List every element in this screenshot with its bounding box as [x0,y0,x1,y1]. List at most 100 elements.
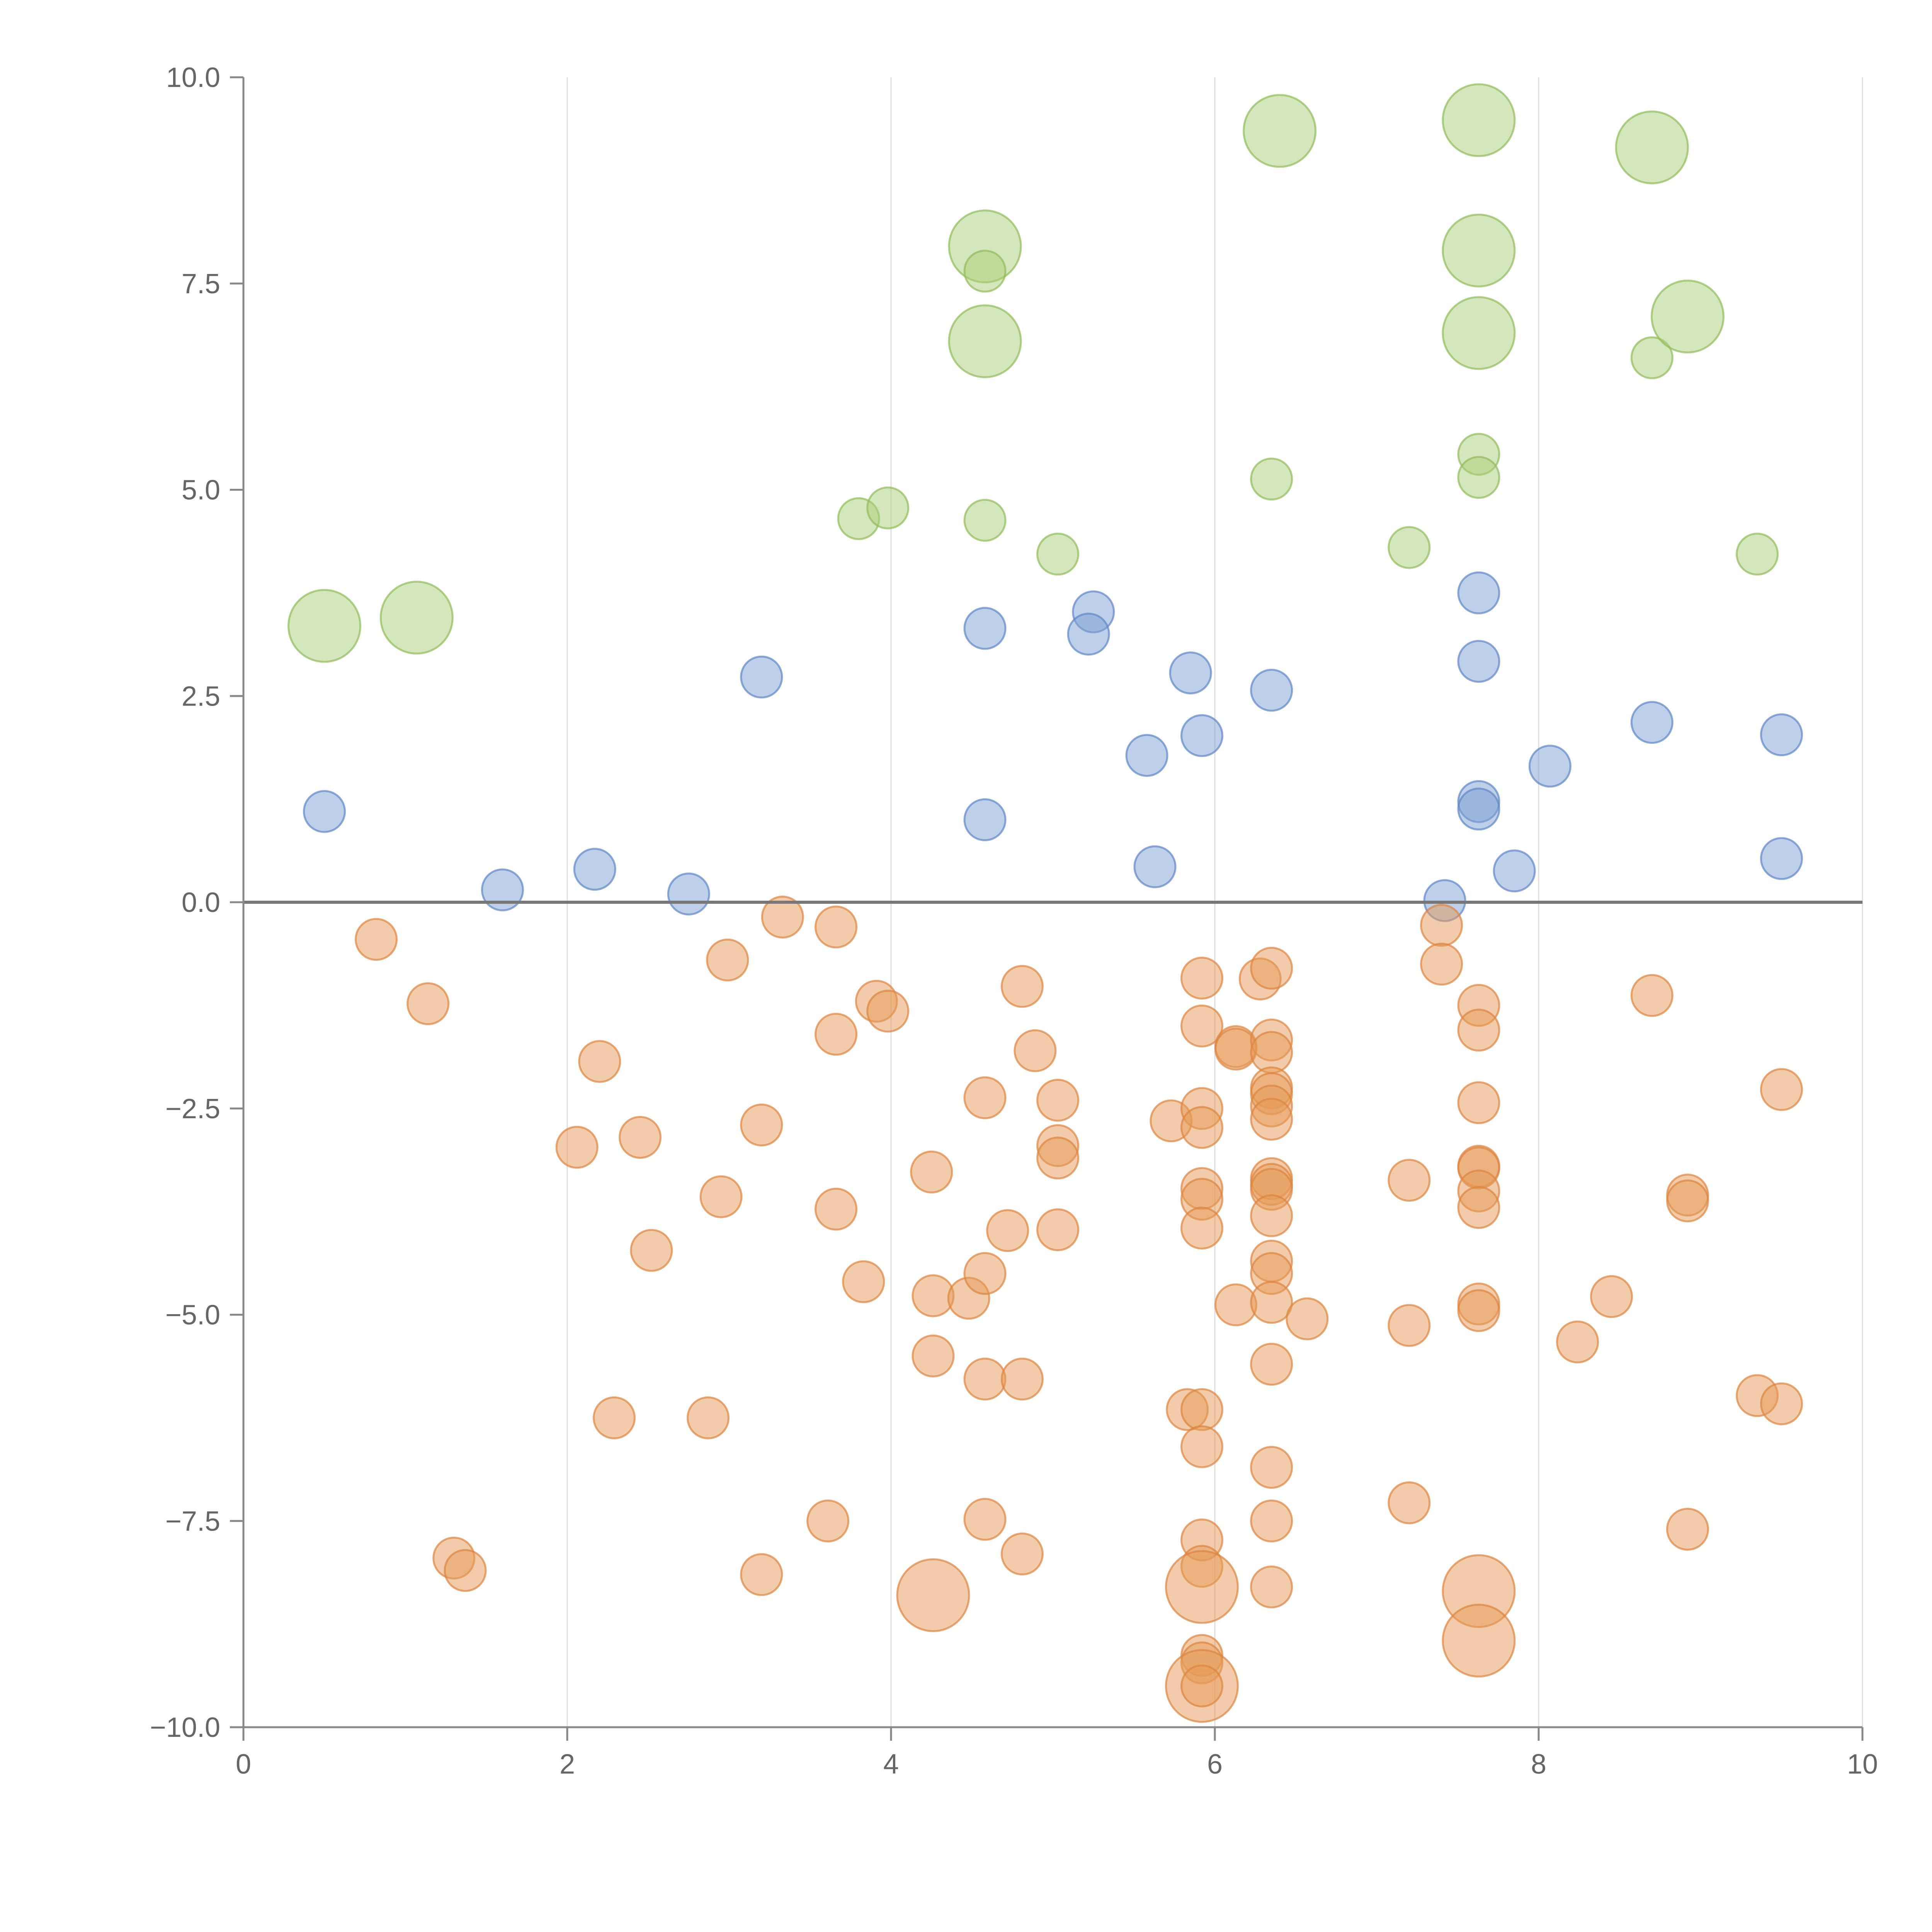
green-data-point [379,580,454,655]
orange-data-point [1180,1206,1223,1250]
blue-data-point [1180,714,1223,757]
y-tick-label: 0.0 [182,887,220,918]
green-data-point [1243,94,1317,168]
orange-data-point [1250,1499,1293,1543]
orange-data-point [1666,1508,1709,1551]
blue-data-point [667,872,710,916]
blue-data-point [303,790,346,833]
orange-data-point [687,1396,730,1439]
blue-data-point [1493,849,1536,893]
blue-data-point [1169,651,1212,694]
orange-data-point [1250,1098,1293,1141]
green-data-point [1650,279,1725,354]
blue-data-point [1457,640,1500,683]
green-data-point [1250,457,1293,501]
orange-data-point [1420,942,1463,986]
orange-data-point [1180,1106,1223,1149]
orange-data-point [1000,1532,1044,1576]
x-tick-label: 0 [236,1749,251,1780]
orange-data-point [1556,1320,1599,1364]
blue-data-point [1528,745,1571,788]
blue-data-point [1457,787,1500,831]
orange-data-point [896,1558,970,1632]
points-layer [287,83,1803,1723]
orange-data-point [1630,974,1673,1017]
orange-data-point [1666,1179,1709,1223]
blue-data-point [963,607,1007,650]
orange-data-point [1457,1289,1500,1332]
orange-data-point [1250,1194,1293,1237]
green-data-point [1442,213,1516,287]
orange-data-point [555,1126,599,1169]
orange-data-point [593,1396,636,1439]
blue-data-point [1630,701,1673,744]
orange-data-point [444,1549,487,1592]
orange-data-point [619,1116,662,1159]
orange-data-point [1457,1186,1500,1229]
orange-data-point [1250,947,1293,990]
orange-data-point [1420,904,1463,947]
x-tick-label: 10 [1847,1749,1878,1780]
orange-data-point [578,1040,621,1083]
y-tick-label: 7.5 [182,269,220,299]
green-data-point [963,498,1007,542]
y-tick-label: −10.0 [150,1712,220,1743]
green-data-point [1036,532,1080,576]
orange-data-point [1036,1078,1080,1122]
green-data-point [287,589,361,663]
green-data-point [963,250,1007,293]
orange-data-point [355,918,398,961]
orange-data-point [963,1076,1007,1119]
x-tick-label: 4 [883,1749,899,1780]
orange-data-point [1760,1382,1803,1425]
blue-data-point [1760,837,1803,880]
orange-data-point [1250,1565,1293,1609]
orange-data-point [1250,1281,1293,1324]
orange-data-point [1250,1343,1293,1386]
blue-data-point [1133,845,1177,888]
orange-data-point [1590,1275,1633,1318]
y-tick-label: −7.5 [165,1506,220,1537]
orange-data-point [866,990,910,1033]
orange-data-point [1014,1029,1057,1072]
orange-data-point [910,1150,953,1194]
orange-data-point [761,895,804,939]
y-tick-label: −2.5 [165,1094,220,1124]
green-data-point [948,304,1022,378]
x-tick-label: 2 [560,1749,575,1780]
blue-data-point [1250,668,1293,712]
y-tick-label: −5.0 [165,1300,220,1331]
orange-data-point [1388,1481,1431,1524]
blue-data-point [1760,713,1803,757]
orange-data-point [1442,1604,1516,1678]
orange-data-point [963,1498,1007,1541]
orange-data-point [1180,1388,1223,1431]
green-data-point [1736,532,1779,576]
orange-data-point [740,1553,783,1596]
orange-data-point [1000,1357,1044,1401]
orange-data-point [740,1103,783,1146]
green-data-point [1388,526,1431,569]
orange-data-point [1165,1550,1239,1624]
orange-data-point [706,938,749,981]
orange-data-point [699,1175,743,1218]
orange-data-point [1180,1425,1223,1468]
orange-data-point [406,982,450,1026]
axes-layer: 0 2 4 6 8 10 10.0 7.5 5.0 2.5 0.0 −2.5 −5.0 −7.5 −10.0 [150,62,1878,1780]
orange-data-point [630,1229,673,1272]
blue-data-point [1457,571,1500,614]
orange-data-point [1250,1446,1293,1489]
blue-data-point [1125,734,1168,777]
orange-data-point [1286,1297,1329,1340]
orange-data-point [1457,1009,1500,1052]
green-data-point [1630,336,1673,379]
y-tick-label: 2.5 [182,681,220,712]
orange-data-point [963,1357,1007,1401]
y-tick-label: 5.0 [182,475,220,506]
orange-data-point [1457,1081,1500,1124]
y-tick-label: 10.0 [166,62,220,93]
orange-data-point [842,1260,885,1303]
orange-data-point [963,1252,1007,1295]
blue-data-point [1067,612,1110,656]
